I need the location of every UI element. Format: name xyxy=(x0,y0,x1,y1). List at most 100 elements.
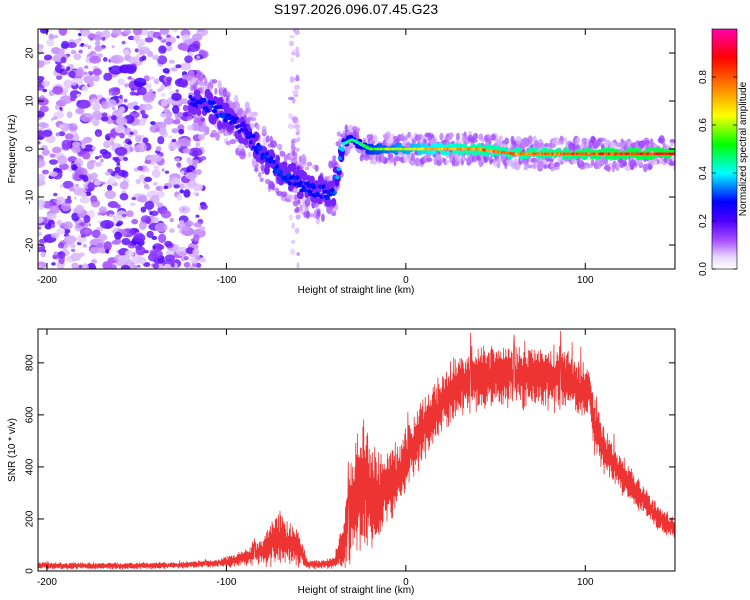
noise-blob xyxy=(293,123,301,130)
noise-blob xyxy=(168,135,173,139)
noise-blob xyxy=(91,259,98,264)
noise-blob xyxy=(135,246,146,256)
noise-blob xyxy=(177,111,184,118)
ridge-halo xyxy=(445,159,450,165)
ridge-halo xyxy=(425,157,433,162)
ridge-halo xyxy=(270,140,278,148)
noise-blob xyxy=(110,141,115,146)
ridge-core xyxy=(279,169,283,174)
noise-blob xyxy=(92,201,96,205)
noise-blob xyxy=(129,91,136,96)
noise-blob xyxy=(175,89,179,93)
noise-blob xyxy=(88,151,94,155)
ridge-halo xyxy=(248,111,254,118)
y-tick-label: 200 xyxy=(25,510,36,527)
noise-blob xyxy=(182,148,191,154)
noise-blob xyxy=(63,235,77,244)
noise-blob xyxy=(195,255,201,261)
ridge-core xyxy=(206,108,210,113)
noise-blob xyxy=(64,133,74,140)
noise-blob xyxy=(52,116,58,120)
ridge-core xyxy=(302,188,308,193)
ridge-band xyxy=(646,147,653,153)
ridge-halo xyxy=(193,82,198,91)
snr-series-line xyxy=(38,330,675,570)
noise-blob xyxy=(172,105,180,114)
noise-blob xyxy=(149,211,153,216)
noise-blob xyxy=(135,179,141,185)
noise-blob xyxy=(90,195,98,204)
noise-blob xyxy=(294,84,301,91)
noise-blob xyxy=(181,43,189,52)
noise-blob xyxy=(109,137,115,143)
ridge-core xyxy=(672,152,675,156)
ridge-core xyxy=(268,156,274,161)
ridge-band xyxy=(652,147,659,153)
noise-blob xyxy=(171,177,181,187)
noise-blob xyxy=(164,254,176,262)
noise-blob xyxy=(144,37,154,43)
noise-blob xyxy=(138,174,146,182)
noise-blob xyxy=(160,84,166,91)
y-tick-label: 10 xyxy=(25,95,36,107)
ridge-halo xyxy=(255,124,260,131)
noise-blob xyxy=(62,180,74,189)
noise-blob xyxy=(63,79,74,89)
noise-blob xyxy=(127,140,133,145)
noise-blob xyxy=(291,89,299,96)
noise-blob xyxy=(176,35,180,39)
noise-blob xyxy=(72,141,81,148)
noise-blob xyxy=(106,179,112,187)
ridge-halo xyxy=(394,155,401,162)
noise-blob xyxy=(133,77,147,88)
noise-blob xyxy=(76,93,81,98)
noise-blob xyxy=(84,229,90,234)
noise-blob xyxy=(101,100,109,110)
noise-blob xyxy=(38,76,45,81)
ridge-core xyxy=(296,183,303,188)
noise-blob xyxy=(287,123,295,129)
noise-blob xyxy=(102,29,111,39)
ridge-halo xyxy=(252,111,258,117)
noise-blob xyxy=(95,161,102,167)
ridge-band xyxy=(611,155,618,161)
ridge-halo xyxy=(550,161,554,168)
noise-blob xyxy=(166,34,171,38)
ridge-core xyxy=(270,159,276,164)
noise-blob xyxy=(184,55,193,64)
noise-blob xyxy=(178,183,186,189)
ridge-core xyxy=(223,118,228,123)
noise-blob xyxy=(296,136,301,143)
noise-blob xyxy=(66,66,71,71)
noise-blob xyxy=(129,261,135,268)
x-tick-label: -200 xyxy=(37,577,57,588)
noise-blob xyxy=(38,173,46,182)
ridge-core xyxy=(292,182,297,187)
noise-blob xyxy=(114,109,120,115)
noise-blob xyxy=(89,55,101,64)
noise-blob xyxy=(180,98,189,105)
noise-blob xyxy=(145,82,152,89)
noise-blob xyxy=(123,98,128,103)
noise-blob xyxy=(82,174,89,183)
noise-blob xyxy=(158,127,167,135)
noise-blob xyxy=(170,67,178,72)
noise-blob xyxy=(50,223,56,229)
colorbar-ticks: 0.0 0.2 0.4 0.6 0.8 xyxy=(698,70,737,276)
ridge-halo xyxy=(239,151,246,160)
noise-blob xyxy=(177,138,191,147)
noise-blob xyxy=(161,99,168,107)
noise-blob xyxy=(87,70,93,75)
ridge-band xyxy=(431,150,437,155)
ridge-halo xyxy=(523,165,528,171)
noise-blob xyxy=(70,243,76,249)
ridge-halo xyxy=(543,164,548,169)
noise-blob xyxy=(74,158,84,168)
spectrogram-y-ticks: 20 10 0 -10 -20 xyxy=(25,47,675,252)
ridge-halo xyxy=(215,132,220,141)
noise-blob xyxy=(79,196,91,204)
ridge-halo xyxy=(534,140,540,148)
noise-blob xyxy=(92,119,100,127)
noise-blob xyxy=(176,194,182,201)
ridge-core xyxy=(210,104,214,109)
